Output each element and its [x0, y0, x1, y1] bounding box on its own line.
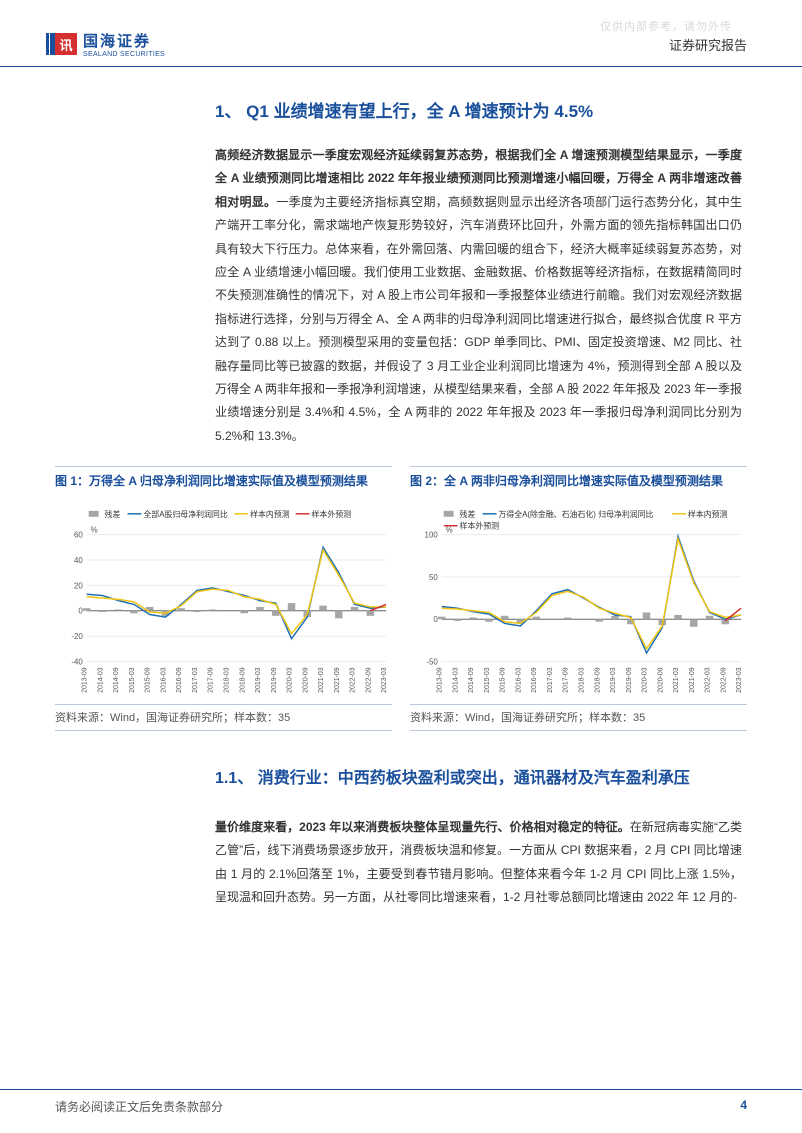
chart-2: 残差 万得全A(除金融、石油石化) 归母净利润同比 样本内预测样本外预测 -50 0 50… [410, 504, 747, 704]
svg-text:2016-03: 2016-03 [160, 667, 167, 693]
svg-text:2016-09: 2016-09 [176, 667, 183, 693]
svg-text:2022-09: 2022-09 [720, 667, 727, 693]
svg-text:2014-03: 2014-03 [452, 667, 459, 693]
svg-text:全部A股归母净利润同比: 全部A股归母净利润同比 [143, 509, 227, 519]
svg-text:2020-09: 2020-09 [657, 667, 664, 693]
svg-text:2015-09: 2015-09 [500, 667, 507, 693]
svg-text:2017-03: 2017-03 [547, 667, 554, 693]
chart-1: 残差 全部A股归母净利润同比 样本内预测 样本外预测 -40 -20 0 20 40 60% 201… [55, 504, 392, 704]
svg-text:样本外预测: 样本外预测 [312, 509, 352, 519]
svg-text:-20: -20 [71, 632, 83, 641]
svg-text:2018-03: 2018-03 [224, 667, 231, 693]
page-footer: 请务必阅读正文后免责条款部分 4 [0, 1089, 802, 1133]
svg-text:60: 60 [74, 531, 83, 540]
chart-2-block: 图 2：全 A 两非归母净利润同比增速实际值及模型预测结果 残差 万得全A(除金融… [410, 466, 747, 731]
svg-text:2021-09: 2021-09 [689, 667, 696, 693]
svg-text:2019-09: 2019-09 [271, 667, 278, 693]
logo-cn: 国海证券 [83, 30, 165, 51]
svg-text:万得全A(除金融、石油石化) 归母净利润同比: 万得全A(除金融、石油石化) 归母净利润同比 [498, 509, 653, 519]
svg-text:%: % [446, 526, 453, 535]
svg-text:2015-03: 2015-03 [484, 667, 491, 693]
paragraph-2: 量价维度来看，2023 年以来消费板块整体呈现量先行、价格相对稳定的特征。在新冠… [215, 816, 742, 910]
chart-1-title: 图 1：万得全 A 归母净利润同比增速实际值及模型预测结果 [55, 466, 392, 504]
svg-text:2014-09: 2014-09 [113, 667, 120, 693]
footer-disclaimer: 请务必阅读正文后免责条款部分 [55, 1098, 223, 1115]
svg-text:2013-09: 2013-09 [82, 667, 89, 693]
svg-text:2018-09: 2018-09 [594, 667, 601, 693]
section-heading-1: 1、 Q1 业绩增速有望上行，全 A 增速预计为 4.5% [215, 97, 742, 122]
svg-text:2019-03: 2019-03 [610, 667, 617, 693]
svg-text:-50: -50 [426, 658, 438, 667]
svg-text:残差: 残差 [460, 509, 476, 519]
svg-text:2021-09: 2021-09 [334, 667, 341, 693]
paragraph-1: 高频经济数据显示一季度宏观经济延续弱复苏态势，根据我们全 A 增速预测模型结果显… [215, 144, 742, 448]
section-heading-1-1: 1.1、 消费行业：中西药板块盈利或突出，通讯器材及汽车盈利承压 [215, 761, 742, 798]
svg-text:2016-09: 2016-09 [531, 667, 538, 693]
report-type-label: 证券研究报告 [669, 35, 747, 54]
chart-2-title: 图 2：全 A 两非归母净利润同比增速实际值及模型预测结果 [410, 466, 747, 504]
svg-text:50: 50 [429, 573, 438, 582]
svg-text:2022-09: 2022-09 [365, 667, 372, 693]
svg-text:2022-03: 2022-03 [350, 667, 357, 693]
svg-text:2020-03: 2020-03 [287, 667, 294, 693]
svg-text:2019-03: 2019-03 [255, 667, 262, 693]
chart-1-source: 资料来源：Wind，国海证券研究所；样本数：35 [55, 704, 392, 731]
svg-text:残差: 残差 [105, 509, 121, 519]
svg-text:40: 40 [74, 556, 83, 565]
svg-text:2014-03: 2014-03 [97, 667, 104, 693]
svg-text:2017-09: 2017-09 [208, 667, 215, 693]
svg-text:100: 100 [425, 531, 439, 540]
svg-text:%: % [91, 526, 98, 535]
svg-text:2015-09: 2015-09 [145, 667, 152, 693]
svg-text:2019-09: 2019-09 [626, 667, 633, 693]
svg-text:-40: -40 [71, 658, 83, 667]
svg-text:20: 20 [74, 581, 83, 590]
svg-text:2020-09: 2020-09 [302, 667, 309, 693]
paragraph-2-bold: 量价维度来看，2023 年以来消费板块整体呈现量先行、价格相对稳定的特征。 [215, 820, 630, 834]
charts-row: 图 1：万得全 A 归母净利润同比增速实际值及模型预测结果 残差 全部A股归母净利… [0, 466, 802, 731]
svg-text:2023-03: 2023-03 [381, 667, 388, 693]
svg-text:2015-03: 2015-03 [129, 667, 136, 693]
watermark: 仅供内部参考，请勿外传 [600, 18, 732, 34]
chart-1-block: 图 1：万得全 A 归母净利润同比增速实际值及模型预测结果 残差 全部A股归母净利… [55, 466, 392, 731]
logo-en: SEALAND SECURITIES [83, 51, 165, 58]
svg-text:2022-03: 2022-03 [705, 667, 712, 693]
svg-text:2017-03: 2017-03 [192, 667, 199, 693]
svg-text:2020-03: 2020-03 [642, 667, 649, 693]
svg-text:样本外预测: 样本外预测 [460, 521, 500, 531]
paragraph-1-rest: 一季度为主要经济指标真空期，高频数据则显示出经济各项部门运行态势分化，其中生产端… [215, 195, 742, 443]
chart-2-source: 资料来源：Wind，国海证券研究所；样本数：35 [410, 704, 747, 731]
svg-text:2021-03: 2021-03 [673, 667, 680, 693]
page-number: 4 [740, 1098, 747, 1115]
svg-text:2023-03: 2023-03 [736, 667, 743, 693]
svg-text:0: 0 [433, 615, 438, 624]
svg-text:2021-03: 2021-03 [318, 667, 325, 693]
logo-mark-icon: 讯 [55, 33, 77, 55]
svg-text:2013-09: 2013-09 [437, 667, 444, 693]
svg-text:样本内预测: 样本内预测 [250, 509, 290, 519]
svg-text:2018-09: 2018-09 [239, 667, 246, 693]
svg-text:样本内预测: 样本内预测 [688, 509, 728, 519]
svg-text:2016-03: 2016-03 [515, 667, 522, 693]
svg-text:2014-09: 2014-09 [468, 667, 475, 693]
svg-text:0: 0 [78, 607, 83, 616]
svg-text:2018-03: 2018-03 [579, 667, 586, 693]
logo: 讯 国海证券 SEALAND SECURITIES [55, 30, 165, 58]
svg-text:2017-09: 2017-09 [563, 667, 570, 693]
